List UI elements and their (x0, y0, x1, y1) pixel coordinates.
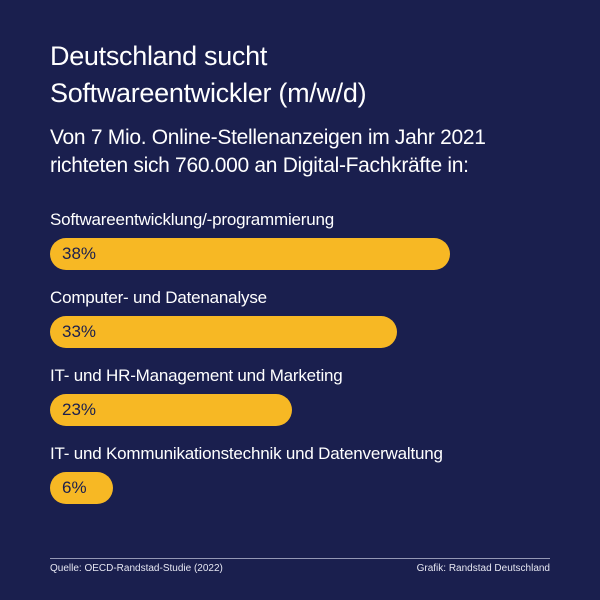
footer-credit: Grafik: Randstad Deutschland (416, 563, 550, 574)
footer-source: Quelle: OECD-Randstad-Studie (2022) (50, 563, 223, 574)
footer-divider (50, 558, 550, 559)
category-label: Computer- und Datenanalyse (50, 288, 267, 307)
bar-value-label: 38% (62, 244, 97, 263)
subtitle-line-2: richteten sich 760.000 an Digital-Fachkr… (50, 154, 469, 177)
title-line-2: Softwareentwickler (m/w/d) (50, 78, 367, 108)
category-label: Softwareentwicklung/-programmierung (50, 210, 335, 229)
bar-value-label: 33% (62, 322, 97, 341)
bar-value-label: 23% (62, 400, 97, 419)
title-line-1: Deutschland sucht (50, 41, 268, 71)
bar: 33% (50, 316, 398, 348)
chart-title: Deutschland sucht Softwareentwickler (m/… (50, 38, 550, 112)
bar: 6% (50, 472, 114, 504)
subtitle-line-1: Von 7 Mio. Online-Stellenanzeigen im Jah… (50, 126, 486, 149)
bar: 23% (50, 394, 293, 426)
chart-subtitle: Von 7 Mio. Online-Stellenanzeigen im Jah… (50, 124, 570, 180)
bar-value-label: 6% (62, 478, 87, 497)
bar: 38% (50, 238, 450, 270)
category-label: IT- und Kommunikationstechnik und Datenv… (50, 444, 443, 463)
category-label: IT- und HR-Management und Marketing (50, 366, 343, 385)
